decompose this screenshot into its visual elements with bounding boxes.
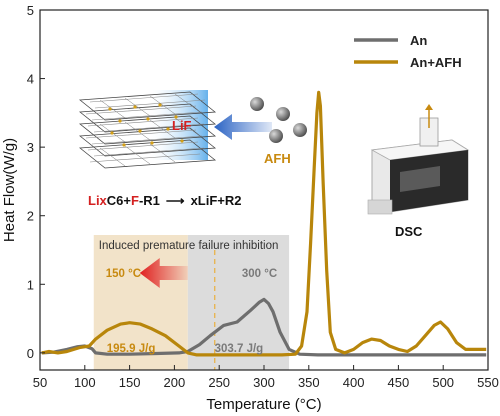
afh-particles: [250, 97, 307, 143]
reaction-part-r1: -R1: [139, 193, 160, 208]
x-tick-label: 50: [33, 375, 47, 390]
x-tick-label: 250: [208, 375, 230, 390]
afh-label: AFH: [264, 151, 291, 166]
x-tick-label: 100: [74, 375, 96, 390]
red-arrow: [139, 258, 188, 288]
y-tick-label: 5: [27, 3, 34, 18]
y-tick-label: 3: [27, 140, 34, 155]
legend-label-an: An: [410, 33, 427, 48]
blue-arrow: [214, 114, 272, 140]
x-axis-ticks: 50 100 150 200 250 300 350 400 450 500 550: [33, 365, 499, 390]
reaction-part-r2: +R2: [217, 193, 241, 208]
afh-region-shading: [93, 235, 188, 370]
y-tick-label: 0: [27, 346, 34, 361]
y-axis-ticks: 0 1 2 3 4 5: [27, 3, 45, 361]
x-tick-label: 300: [253, 375, 275, 390]
dsc-instrument-image: [367, 104, 470, 215]
x-tick-label: 150: [119, 375, 141, 390]
reaction-arrow: ⟶: [166, 193, 185, 208]
reaction-part-lix: Lix: [88, 193, 108, 208]
x-tick-label: 500: [432, 375, 454, 390]
x-tick-label: 200: [164, 375, 186, 390]
x-tick-label: 400: [343, 375, 365, 390]
afh-peak-temperature: 150 °C: [106, 268, 141, 280]
y-tick-label: 1: [27, 277, 34, 292]
lif-label: LiF: [172, 118, 192, 133]
x-tick-label: 450: [388, 375, 410, 390]
reaction-part-xlif: xLiF: [191, 193, 218, 208]
x-axis-title: Temperature (°C): [206, 396, 321, 413]
reaction-part-c6: C6+: [107, 193, 132, 208]
an-heat-value: 303.7 J/g: [215, 343, 264, 355]
inhibition-label: Induced premature failure inhibition: [99, 240, 279, 252]
reaction-part-f: F: [131, 193, 139, 208]
y-tick-label: 2: [27, 209, 34, 224]
series-line-an: [41, 297, 487, 357]
series-line-an-afh: [41, 90, 487, 357]
afh-heat-value: 195.9 J/g: [107, 343, 156, 355]
an-region-shading: [187, 235, 290, 370]
reaction-equation: LixC6+F-R1 ⟶ xLiF+R2: [88, 193, 242, 208]
graphite-inset: LiF: [78, 90, 217, 169]
legend: An An+AFH: [354, 33, 462, 70]
x-tick-label: 550: [477, 375, 499, 390]
legend-label-an-afh: An+AFH: [410, 55, 462, 70]
y-tick-label: 4: [27, 72, 34, 87]
x-tick-label: 350: [298, 375, 320, 390]
an-peak-temperature: 300 °C: [242, 268, 277, 280]
y-axis-title: Heat Flow(W/g): [1, 138, 18, 242]
dsc-label: DSC: [395, 224, 423, 239]
lithium-dots: [108, 103, 184, 147]
